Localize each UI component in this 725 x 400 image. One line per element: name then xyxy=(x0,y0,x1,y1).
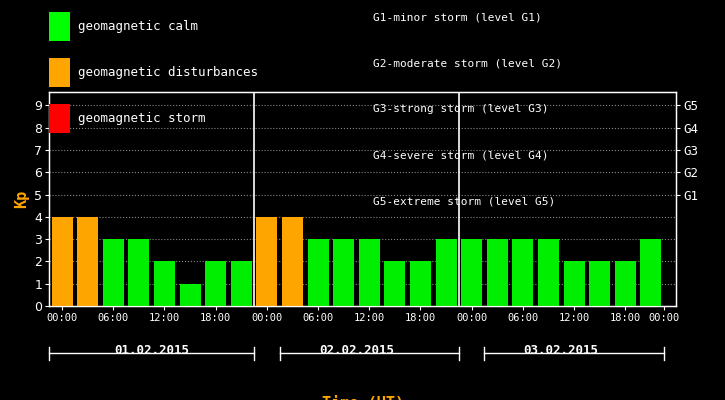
Bar xyxy=(231,262,252,306)
Text: 02.02.2015: 02.02.2015 xyxy=(319,344,394,357)
Bar xyxy=(77,217,98,306)
Bar xyxy=(307,239,328,306)
Bar xyxy=(563,262,584,306)
Text: G1-minor storm (level G1): G1-minor storm (level G1) xyxy=(373,12,542,22)
Text: Time (UT): Time (UT) xyxy=(322,396,404,400)
Y-axis label: Kp: Kp xyxy=(14,190,29,208)
Bar xyxy=(486,239,507,306)
Bar xyxy=(436,239,457,306)
Text: G5-extreme storm (level G5): G5-extreme storm (level G5) xyxy=(373,196,555,206)
Text: 01.02.2015: 01.02.2015 xyxy=(115,344,189,357)
Bar xyxy=(513,239,534,306)
Bar xyxy=(461,239,482,306)
Bar xyxy=(257,217,278,306)
Text: G2-moderate storm (level G2): G2-moderate storm (level G2) xyxy=(373,58,563,68)
Bar xyxy=(359,239,380,306)
Bar xyxy=(640,239,661,306)
Bar xyxy=(538,239,559,306)
Bar xyxy=(589,262,610,306)
Bar xyxy=(282,217,303,306)
Text: geomagnetic storm: geomagnetic storm xyxy=(78,112,206,125)
Text: geomagnetic disturbances: geomagnetic disturbances xyxy=(78,66,258,79)
Text: geomagnetic calm: geomagnetic calm xyxy=(78,20,199,33)
Bar xyxy=(154,262,175,306)
Bar xyxy=(410,262,431,306)
Text: 03.02.2015: 03.02.2015 xyxy=(523,344,599,357)
Bar xyxy=(384,262,405,306)
Bar xyxy=(180,284,201,306)
Text: G4-severe storm (level G4): G4-severe storm (level G4) xyxy=(373,150,549,160)
Text: G3-strong storm (level G3): G3-strong storm (level G3) xyxy=(373,104,549,114)
Bar xyxy=(334,239,354,306)
Bar xyxy=(205,262,226,306)
Bar xyxy=(103,239,124,306)
Bar xyxy=(615,262,636,306)
Bar xyxy=(51,217,72,306)
Bar xyxy=(128,239,149,306)
